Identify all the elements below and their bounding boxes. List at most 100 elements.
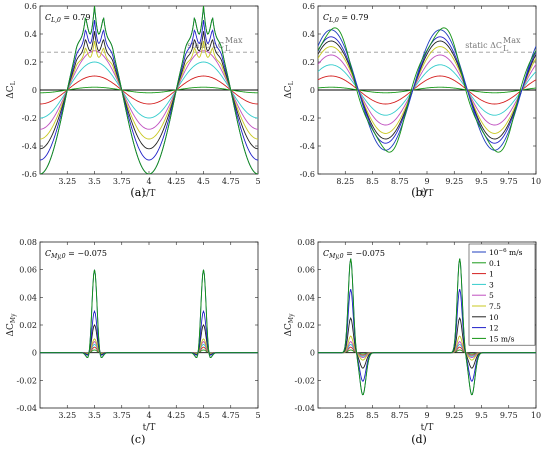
series-line-6 [40,338,258,354]
panel-annotation: CMy,0 = −0.075 [323,249,385,260]
legend-entry: 0.1 [489,259,501,268]
x-tick-label: 5 [255,411,260,420]
static-max-sup: Max [225,36,243,45]
y-tick-label: -0.2 [300,114,315,123]
chart-panel-3: -0.04 -0.02 0 0.02 0.04 0.06 0.08 3.25 3.5 3.75 4 4… [6,238,261,446]
legend-entry: 10−6 m/s [489,248,523,257]
y-tick-label: 0.06 [297,266,315,275]
series-line-3 [40,75,258,105]
x-tick-label: 3.5 [88,411,101,420]
series-line-9 [40,269,258,358]
series-line-4 [40,61,258,119]
y-tick-label: 0.02 [297,321,315,330]
series-line-3 [40,346,258,354]
x-tick-label: 4 [146,177,151,186]
x-axis-label: t/T [421,423,434,433]
series-line-4 [40,343,258,354]
series-line-3 [318,75,536,105]
series-line-2 [40,86,258,94]
static-max-sup: Max [503,36,521,45]
static-max-sub: L [225,44,231,53]
y-tick-label: -0.4 [22,142,37,151]
panel-annotation: CL,0 = 0.79 [323,13,368,24]
chart-panel-4: -0.04 -0.02 0 0.02 0.04 0.06 0.08 8.25 8.5 8.75 9 9… [284,238,541,446]
x-tick-label: 4.5 [197,411,210,420]
x-tick-label: 10 [531,411,541,420]
x-tick-label: 3.25 [58,177,76,186]
series-line-3 [318,346,536,356]
plot-frame [39,241,259,409]
x-tick-label: 8.5 [366,177,379,186]
panel-label: (c) [131,433,146,446]
series-line-4 [318,343,536,357]
x-tick-label: 10 [531,177,541,186]
series-line-8 [40,19,258,161]
panel-annotation: CMy,0 = −0.075 [45,249,107,260]
x-tick-label: 3.75 [113,411,131,420]
x-tick-label: 4.75 [222,177,240,186]
x-tick-label: 8.25 [336,411,354,420]
y-axis-label: ΔCL [6,81,17,98]
y-tick-label: -0.04 [16,404,37,413]
y-tick-label: -0.02 [16,376,37,385]
series-line-9 [318,258,536,396]
series-line-9 [318,27,536,153]
x-tick-label: 3.5 [88,177,101,186]
y-tick-label: 0 [310,349,315,358]
x-tick-label: 9 [424,411,429,420]
series-line-1 [40,269,258,358]
x-tick-label: 8.75 [391,177,409,186]
y-tick-label: -0.04 [294,404,315,413]
y-tick-label: -0.4 [300,142,315,151]
x-tick-label: 9.75 [500,411,518,420]
y-tick-label: 0.2 [302,58,315,67]
y-tick-label: 0.6 [302,2,315,11]
static-max-label: static ΔC [465,41,502,50]
legend-entry: 15 m/s [489,334,515,343]
x-axis-label: t/T [143,423,156,433]
chart-panel-1: -0.6 -0.4 -0.2 0 0.2 0.4 0.6 3.25 3.5 3.75 4 4.25 4.… [6,2,261,199]
y-tick-label: 0.08 [19,238,37,247]
y-tick-label: 0 [32,349,37,358]
y-tick-label: 0.04 [297,293,315,302]
x-tick-label: 8.5 [366,411,379,420]
legend-entry: 1 [489,270,494,279]
x-tick-label: 9.25 [445,177,463,186]
static-max-sub: L [503,44,509,53]
x-axis-label: t/T [421,189,434,199]
y-tick-label: 0 [310,86,315,95]
y-tick-label: 0.08 [297,238,315,247]
series-line-7 [40,31,258,150]
panel-label: (d) [411,433,427,446]
y-tick-label: 0.6 [24,2,37,11]
legend-box [468,243,536,346]
x-tick-label: 9.25 [445,411,463,420]
y-tick-label: -0.02 [294,376,315,385]
x-tick-label: 9.75 [500,177,518,186]
y-tick-label: 0.02 [19,321,37,330]
y-tick-label: 0.4 [24,30,37,39]
series-line-2 [318,86,536,94]
x-tick-label: 8.25 [336,177,354,186]
y-tick-label: 0.2 [24,58,37,67]
series-line-1 [318,29,536,151]
y-axis-label: ΔCL [284,81,295,98]
legend-entry: 7.5 [489,302,501,311]
y-tick-label: 0.04 [19,293,37,302]
x-tick-label: 9.5 [475,411,488,420]
x-tick-label: 4.5 [197,177,210,186]
y-tick-label: 0 [32,86,37,95]
series-line-2 [318,349,536,355]
panel-label: (b) [411,186,427,199]
y-tick-label: 0.4 [302,30,315,39]
y-tick-label: -0.6 [22,170,37,179]
y-axis-label: ΔCMy [6,313,17,337]
x-tick-label: 9.5 [475,177,488,186]
y-tick-label: -0.6 [300,170,315,179]
x-tick-label: 4.25 [167,411,185,420]
legend-entry: 3 [489,280,494,289]
x-tick-label: 4 [146,411,151,420]
chart-panel-2: -0.6 -0.4 -0.2 0 0.2 0.4 0.6 8.25 8.5 8.75 9 9.25 9.… [284,2,541,199]
